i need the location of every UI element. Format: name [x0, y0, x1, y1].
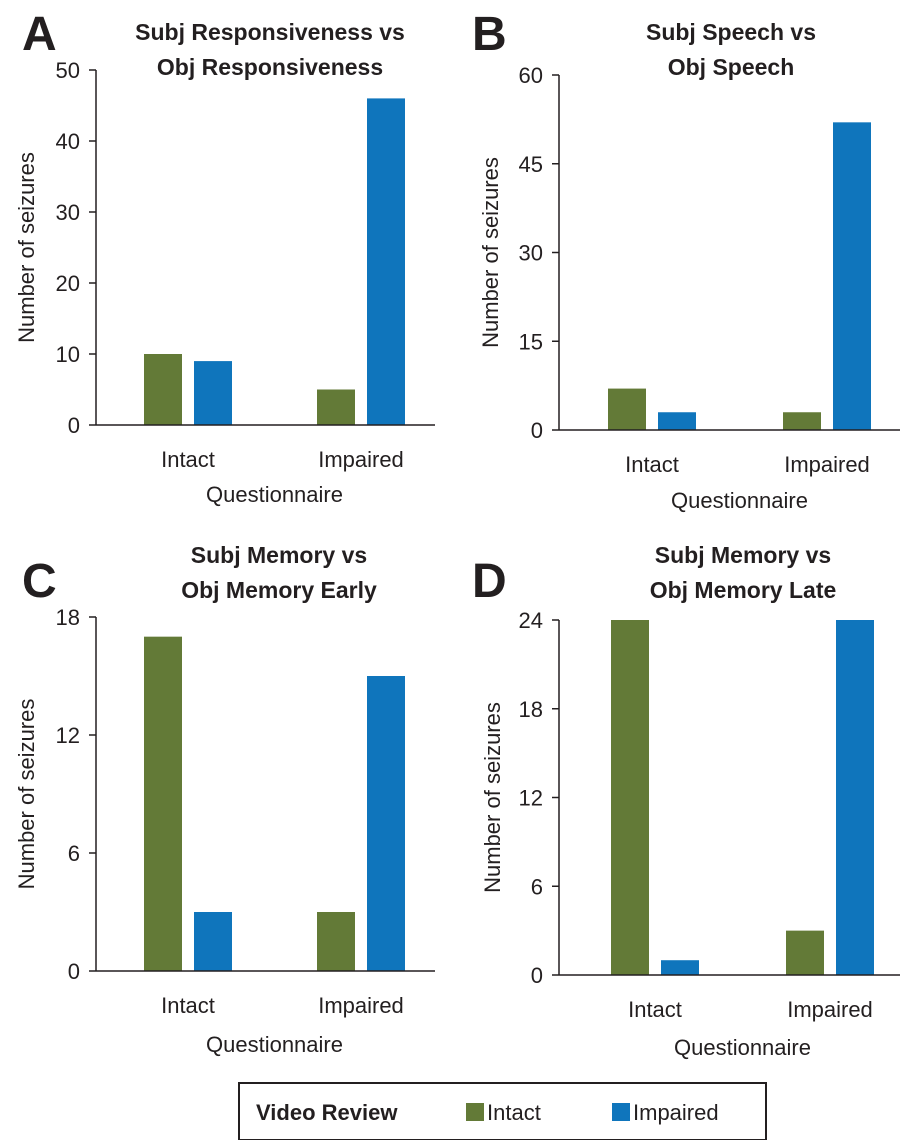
x-axis-title: Questionnaire: [206, 482, 343, 507]
bar-intact-impaired: [661, 960, 699, 975]
bar-impaired-intact: [783, 412, 821, 430]
y-axis-title: Number of seizures: [14, 152, 39, 343]
y-tick-label: 6: [531, 874, 543, 899]
x-tick-label: Impaired: [318, 993, 404, 1018]
y-tick-label: 30: [56, 200, 80, 225]
bar-impaired-intact: [317, 912, 355, 971]
y-tick-label: 24: [519, 608, 543, 633]
legend-box: [238, 1082, 767, 1140]
chart-title-line-2: Obj Speech: [668, 54, 795, 80]
chart-title-line-1: Subj Memory vs: [655, 542, 831, 568]
bar-impaired-intact: [786, 930, 824, 975]
chart-title-line-1: Subj Memory vs: [191, 542, 367, 568]
legend-title: Video Review: [256, 1100, 398, 1125]
chart-title-line-2: Obj Memory Early: [181, 577, 377, 603]
chart-panel-d: D Subj Memory vs Obj Memory Late Intact Impa…: [472, 542, 900, 1060]
x-tick-label: Intact: [625, 452, 679, 477]
bar-impaired-impaired: [836, 620, 874, 975]
y-tick-label: 6: [68, 841, 80, 866]
legend-swatch-intact: [466, 1103, 484, 1121]
y-tick-label: 18: [519, 697, 543, 722]
y-tick-label: 0: [68, 959, 80, 984]
legend-swatch-impaired: [612, 1103, 630, 1121]
bar-impaired-impaired: [833, 122, 871, 430]
panel-letter-a: A: [22, 8, 57, 61]
panel-letter-b: B: [472, 8, 507, 61]
x-tick-label: Impaired: [787, 997, 873, 1022]
bar-impaired-intact: [317, 389, 355, 425]
y-axis-title: Number of seizures: [14, 699, 39, 890]
x-tick-label: Impaired: [318, 447, 404, 472]
y-axis-title: Number of seizures: [480, 702, 505, 893]
bar-impaired-impaired: [367, 676, 405, 971]
bar-intact-intact: [144, 636, 182, 971]
bar-intact-impaired: [194, 361, 232, 425]
legend: Video Review Intact Impaired: [238, 1082, 767, 1140]
chart-title-line-2: Obj Responsiveness: [157, 54, 383, 80]
bar-intact-intact: [611, 620, 649, 975]
x-tick-label: Intact: [161, 447, 215, 472]
y-tick-label: 30: [519, 241, 543, 266]
chart-title-line-2: Obj Memory Late: [650, 577, 837, 603]
panel-letter-c: C: [22, 555, 57, 608]
y-tick-label: 18: [56, 605, 80, 630]
legend-label-impaired: Impaired: [633, 1100, 719, 1125]
chart-title-line-1: Subj Speech vs: [646, 19, 816, 45]
legend-label-intact: Intact: [487, 1100, 541, 1125]
x-tick-label: Intact: [161, 993, 215, 1018]
y-tick-label: 12: [56, 723, 80, 748]
bar-intact-impaired: [194, 912, 232, 971]
y-tick-label: 0: [531, 418, 543, 443]
bar-intact-intact: [608, 388, 646, 430]
y-tick-label: 10: [56, 342, 80, 367]
y-tick-label: 0: [68, 413, 80, 438]
x-tick-label: Intact: [628, 997, 682, 1022]
x-axis-title: Questionnaire: [671, 488, 808, 513]
y-axis-title: Number of seizures: [478, 157, 503, 348]
y-tick-label: 45: [519, 152, 543, 177]
y-tick-label: 50: [56, 58, 80, 83]
bar-intact-impaired: [658, 412, 696, 430]
bar-impaired-impaired: [367, 98, 405, 426]
chart-title-line-1: Subj Responsiveness vs: [135, 19, 405, 45]
y-tick-label: 40: [56, 129, 80, 154]
x-axis-title: Questionnaire: [206, 1032, 343, 1057]
y-tick-label: 12: [519, 786, 543, 811]
x-axis-title: Questionnaire: [674, 1035, 811, 1060]
panels: A Subj Responsiveness vs Obj Responsivenes…: [14, 8, 900, 1060]
chart-panel-b: B Subj Speech vs Obj Speech Intact Impaired 0…: [472, 8, 900, 513]
chart-panel-c: C Subj Memory vs Obj Memory Early Intact Imp…: [14, 542, 435, 1057]
x-tick-label: Impaired: [784, 452, 870, 477]
y-tick-label: 15: [519, 329, 543, 354]
y-tick-label: 0: [531, 963, 543, 988]
y-tick-label: 60: [519, 63, 543, 88]
y-tick-label: 20: [56, 271, 80, 296]
chart-panel-a: A Subj Responsiveness vs Obj Responsivenes…: [14, 8, 435, 507]
panel-letter-d: D: [472, 555, 507, 608]
bar-intact-intact: [144, 354, 182, 425]
